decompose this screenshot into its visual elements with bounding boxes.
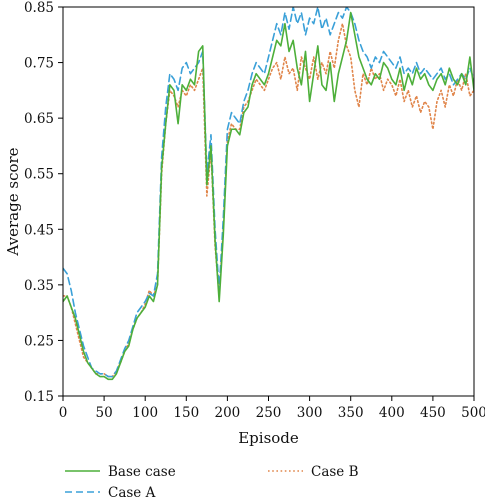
series-line-case-b <box>63 22 474 378</box>
ticks-group: 0 50 100 150 200 250 300 350 400 450 500 0.15 0.25 0.… <box>24 0 485 421</box>
legend-label: Case A <box>108 485 156 500</box>
y-tick-label: 0.25 <box>24 333 54 349</box>
x-tick-label: 500 <box>461 405 485 421</box>
x-tick-label: 0 <box>59 405 68 421</box>
y-tick-label: 0.55 <box>24 167 54 183</box>
x-tick-label: 350 <box>338 405 364 421</box>
x-tick-label: 200 <box>215 405 241 421</box>
y-tick-label: 0.15 <box>24 389 54 405</box>
y-tick-label: 0.85 <box>24 0 54 16</box>
x-tick-label: 50 <box>96 405 113 421</box>
plot-frame <box>62 6 475 397</box>
x-tick-label: 150 <box>173 405 199 421</box>
y-tick-label: 0.45 <box>24 222 54 238</box>
legend-label: Base case <box>108 464 176 480</box>
legend-label: Case B <box>311 464 359 480</box>
legend: Base case Case A Case B <box>65 464 359 500</box>
series-line-base-case <box>63 11 474 381</box>
plot-border <box>62 6 475 397</box>
x-axis-title: Episode <box>238 429 299 447</box>
y-axis-title: Average score <box>4 147 22 256</box>
x-tick-label: 300 <box>297 405 323 421</box>
series-group <box>63 7 474 381</box>
x-tick-label: 100 <box>132 405 158 421</box>
x-tick-label: 400 <box>379 405 405 421</box>
x-tick-label: 250 <box>256 405 282 421</box>
x-tick-label: 450 <box>420 405 446 421</box>
y-tick-label: 0.75 <box>24 56 54 72</box>
series-line-case-a <box>63 7 474 378</box>
y-tick-label: 0.65 <box>24 111 54 127</box>
y-tick-label: 0.35 <box>24 278 54 294</box>
